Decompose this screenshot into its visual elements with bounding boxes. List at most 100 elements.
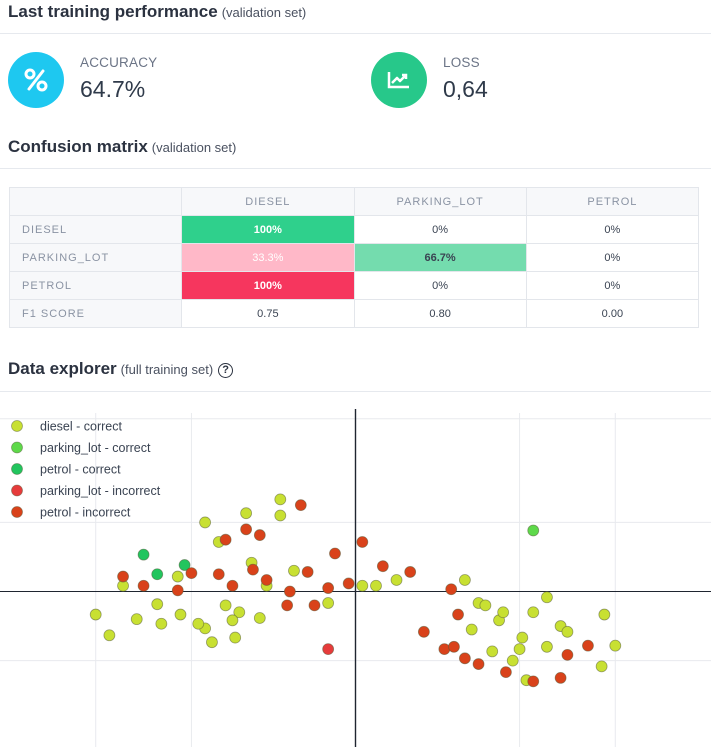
scatter-point[interactable] <box>192 617 205 630</box>
scatter-point[interactable] <box>178 559 191 571</box>
scatter-point[interactable] <box>130 613 143 626</box>
scatter-point[interactable] <box>240 523 253 536</box>
column-header: PETROL <box>525 187 700 216</box>
scatter-point[interactable] <box>390 574 403 586</box>
scatter-point[interactable] <box>404 566 417 578</box>
scatter-point[interactable] <box>609 639 622 652</box>
scatter-point[interactable] <box>294 499 307 512</box>
scatter-point[interactable] <box>472 658 485 670</box>
explorer-header: Data explorer (full training set)? <box>0 356 711 392</box>
scatter-point[interactable] <box>151 568 164 581</box>
scatter-point[interactable] <box>329 547 341 560</box>
scatter-point[interactable] <box>212 568 225 581</box>
scatter-point[interactable] <box>541 591 553 604</box>
scatter-point[interactable] <box>137 548 150 561</box>
scatter-point[interactable] <box>229 631 242 644</box>
scatter-point[interactable] <box>465 623 478 636</box>
f1-cell: 0.75 <box>181 299 355 328</box>
scatter-point[interactable] <box>226 579 239 592</box>
confusion-header-row: DIESEL PARKING_LOT PETROL <box>8 187 700 216</box>
scatter-point[interactable] <box>356 536 369 548</box>
scatter-point[interactable] <box>185 567 198 579</box>
scatter-point[interactable] <box>582 639 594 652</box>
chart-axes <box>0 409 711 747</box>
scatter-point[interactable] <box>174 608 187 621</box>
confusion-title: Confusion matrix (validation set) <box>8 137 237 156</box>
scatter-point[interactable] <box>283 585 296 598</box>
scatter-point[interactable] <box>247 563 259 576</box>
scatter-point[interactable] <box>356 579 369 592</box>
scatter-point[interactable] <box>137 579 150 592</box>
scatter-point[interactable] <box>506 654 519 667</box>
chart-points <box>89 493 622 688</box>
legend-marker <box>11 506 23 518</box>
legend-marker <box>11 420 23 432</box>
legend-label: parking_lot - correct <box>40 441 151 455</box>
performance-subtitle: (validation set) <box>221 5 307 20</box>
data-explorer-chart[interactable]: diesel - correct parking_lot - correct pet… <box>0 395 711 750</box>
scatter-point[interactable] <box>527 675 540 688</box>
scatter-point[interactable] <box>561 648 574 661</box>
scatter-point[interactable] <box>458 652 471 665</box>
scatter-point[interactable] <box>322 643 335 656</box>
scatter-point[interactable] <box>199 516 211 529</box>
matrix-cell: 0% <box>353 215 527 244</box>
accuracy-label: ACCURACY <box>80 55 158 70</box>
scatter-point[interactable] <box>516 631 529 644</box>
scatter-point[interactable] <box>452 608 464 621</box>
scatter-point[interactable] <box>308 599 321 612</box>
scatter-point[interactable] <box>486 645 499 658</box>
scatter-point[interactable] <box>274 509 287 522</box>
scatter-point[interactable] <box>171 570 184 583</box>
scatter-point[interactable] <box>253 529 266 541</box>
scatter-point[interactable] <box>281 599 294 612</box>
scatter-point[interactable] <box>500 666 512 679</box>
matrix-cell: 0% <box>353 271 527 300</box>
matrix-cell: 0% <box>525 243 700 272</box>
scatter-point[interactable] <box>155 617 168 630</box>
scatter-point[interactable] <box>103 629 116 642</box>
scatter-point[interactable] <box>171 584 184 597</box>
confusion-header: Confusion matrix (validation set) <box>0 135 711 169</box>
scatter-point[interactable] <box>370 579 382 592</box>
scatter-point[interactable] <box>260 574 273 586</box>
scatter-point[interactable] <box>554 671 567 684</box>
scatter-point[interactable] <box>445 583 458 596</box>
matrix-cell: 100% <box>181 271 355 300</box>
scatter-point[interactable] <box>240 507 253 520</box>
scatter-point[interactable] <box>253 612 266 624</box>
scatter-point[interactable] <box>527 524 540 537</box>
scatter-point[interactable] <box>595 660 608 673</box>
question-circle-icon[interactable]: ? <box>218 363 234 378</box>
matrix-cell: 0% <box>525 271 700 300</box>
scatter-point[interactable] <box>322 582 335 594</box>
scatter-point[interactable] <box>151 598 164 611</box>
scatter-point[interactable] <box>376 560 389 573</box>
scatter-point[interactable] <box>89 608 102 621</box>
scatter-point[interactable] <box>417 625 430 638</box>
scatter-point[interactable] <box>479 599 492 612</box>
scatter-point[interactable] <box>206 636 218 649</box>
column-header: DIESEL <box>181 187 355 216</box>
scatter-point[interactable] <box>458 574 471 586</box>
scatter-point[interactable] <box>448 640 460 653</box>
scatter-point[interactable] <box>322 597 335 609</box>
scatter-point[interactable] <box>288 564 300 577</box>
scatter-point[interactable] <box>438 643 451 656</box>
scatter-point[interactable] <box>541 640 553 653</box>
scatter-point[interactable] <box>561 625 574 638</box>
accuracy-value: 64.7% <box>80 76 146 102</box>
scatter-point[interactable] <box>219 533 232 546</box>
scatter-point[interactable] <box>226 614 239 627</box>
scatter-point[interactable] <box>513 643 526 656</box>
scatter-point[interactable] <box>342 577 355 590</box>
row-label: DIESEL <box>8 215 183 244</box>
scatter-point[interactable] <box>497 606 510 619</box>
scatter-point[interactable] <box>598 608 611 621</box>
scatter-point[interactable] <box>233 606 246 619</box>
scatter-point[interactable] <box>527 606 540 619</box>
scatter-point[interactable] <box>274 493 287 506</box>
scatter-point[interactable] <box>301 566 314 578</box>
scatter-point[interactable] <box>219 599 232 612</box>
scatter-point[interactable] <box>117 570 129 583</box>
